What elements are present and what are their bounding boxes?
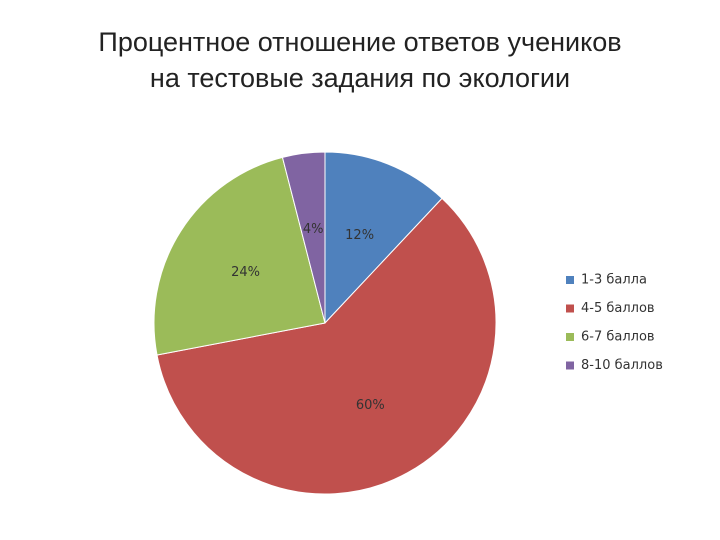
legend-swatch [566,276,574,284]
legend-label: 1-3 балла [581,273,647,288]
legend-swatch [566,304,574,313]
pie-slice [156,197,497,495]
pie-slice [153,156,326,356]
legend-label: 8-10 баллов [581,358,663,373]
legend-swatch [566,333,574,341]
legend-swatch [566,361,574,370]
data-label: 24% [231,265,260,280]
legend-label: 6-7 баллов [581,330,655,345]
data-label: 4% [303,222,324,237]
legend-label: 4-5 баллов [581,301,655,316]
pie-slice [324,151,443,325]
chart-title: Процентное отношение ответов учеников на… [98,27,622,93]
data-label: 60% [356,398,385,413]
data-label: 12% [345,228,374,243]
pie-slice [281,151,326,324]
